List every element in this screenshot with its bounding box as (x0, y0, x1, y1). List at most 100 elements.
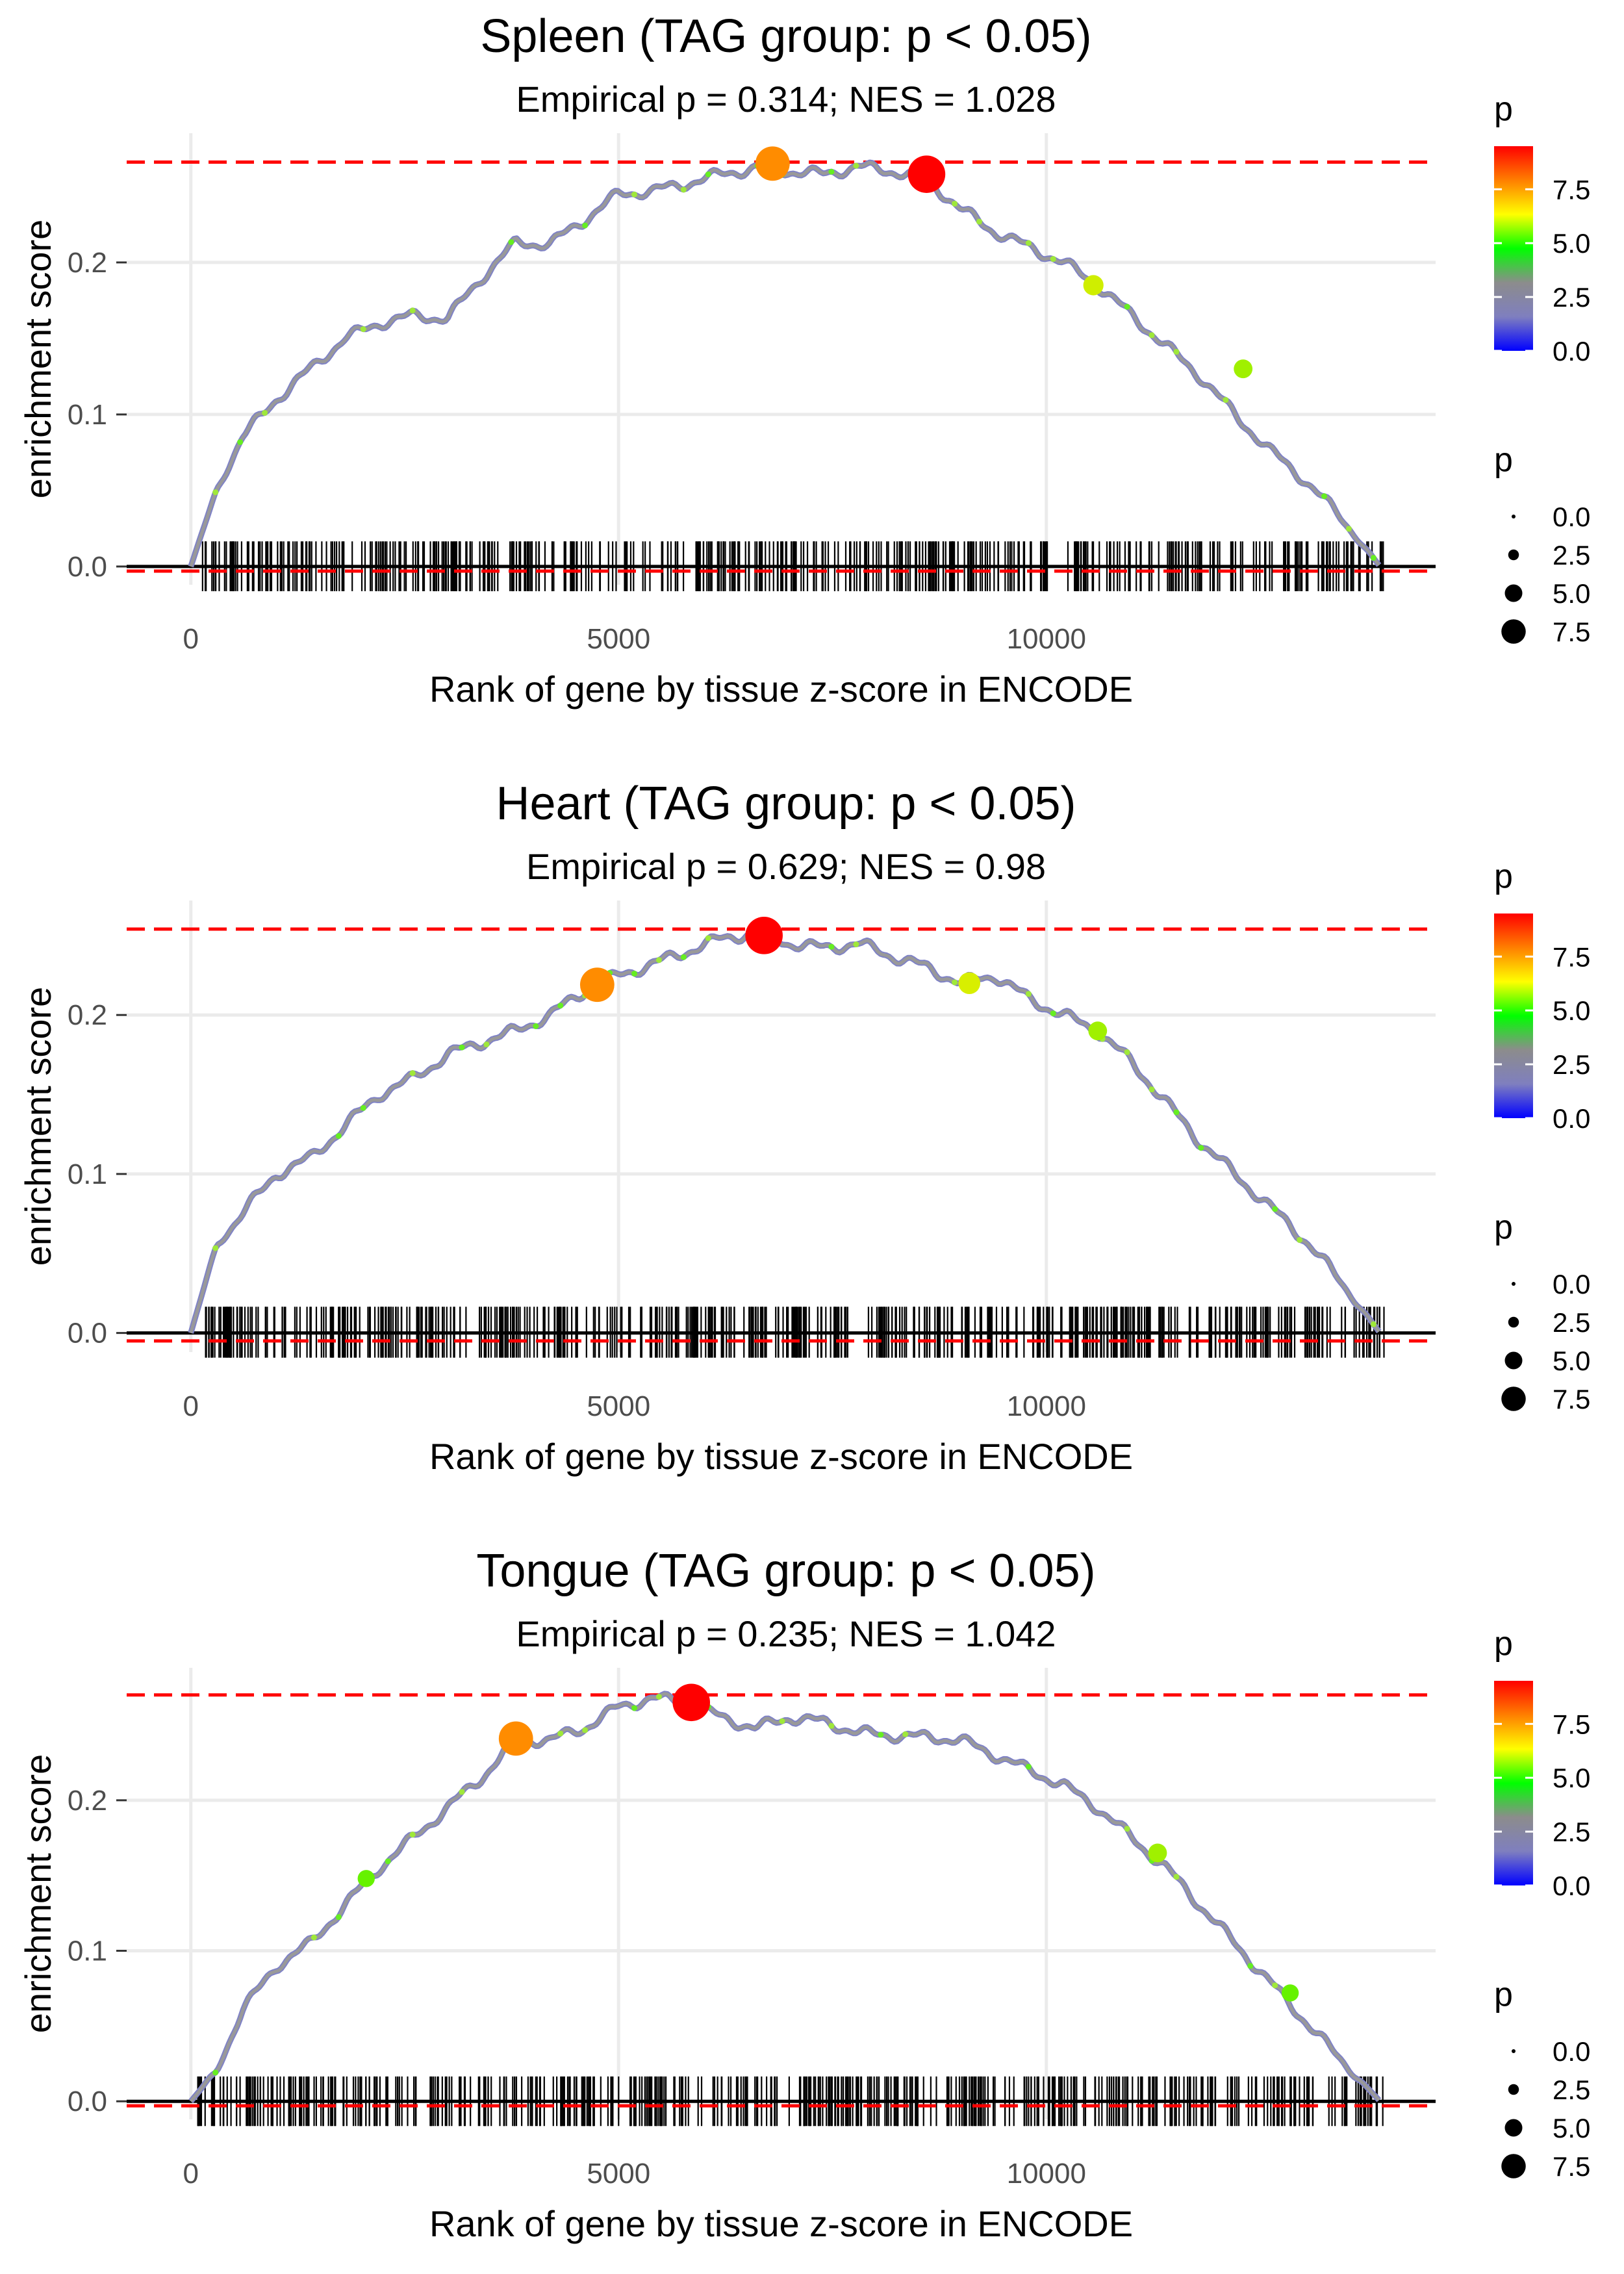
es-point-low-p (952, 200, 958, 207)
es-point-low-p (360, 1105, 366, 1111)
y-tick-label: 0.0 (68, 551, 107, 583)
x-axis-label: Rank of gene by tissue z-score in ENCODE (429, 2203, 1133, 2244)
es-point-low-p (385, 1858, 391, 1865)
size-legend-label: 7.5 (1553, 617, 1590, 647)
es-point-low-p (237, 439, 244, 445)
size-legend-title: p (1494, 1208, 1513, 1246)
es-point-low-p (655, 1694, 662, 1700)
x-tick-label: 10000 (1007, 2158, 1086, 2190)
color-legend-label: 7.5 (1553, 174, 1590, 205)
size-legend-dot (1504, 584, 1523, 602)
es-point-low-p (459, 1044, 465, 1051)
x-tick-label: 5000 (587, 623, 650, 655)
chart-subtitle: Empirical p = 0.314; NES = 1.028 (516, 79, 1056, 120)
es-point-low-p (828, 1722, 835, 1729)
color-legend-title: p (1494, 858, 1513, 895)
y-tick-label: 0.2 (68, 999, 107, 1031)
chart-title: Spleen (TAG group: p < 0.05) (480, 10, 1091, 62)
es-curve-outline (188, 1691, 1382, 2104)
size-legend-label: 7.5 (1553, 2151, 1590, 2182)
chart-panel-2: Heart (TAG group: p < 0.05) Empirical p =… (18, 778, 1590, 1477)
chart-title: Heart (TAG group: p < 0.05) (496, 778, 1076, 830)
es-point-low-p (631, 1705, 638, 1711)
y-tick-label: 0.0 (68, 1318, 107, 1349)
es-point-low-p (1173, 348, 1180, 355)
es-point-low-p (631, 191, 638, 198)
color-legend-label: 7.5 (1553, 1709, 1590, 1739)
es-point-low-p (1247, 1963, 1254, 1969)
size-legend-dot (1504, 2119, 1523, 2137)
size-legend-dot (1512, 1282, 1516, 1286)
es-point-low-p (1370, 555, 1377, 561)
es-point-low-p (557, 1003, 564, 1009)
es-curve-outline (188, 159, 1382, 568)
es-curve-outline (188, 927, 1382, 1334)
chart-panel-1: Spleen (TAG group: p < 0.05) Empirical p … (18, 10, 1590, 709)
es-point-significant (1083, 275, 1104, 296)
color-legend-bar (1494, 913, 1533, 1118)
es-point-low-p (680, 186, 687, 193)
color-legend-label: 0.0 (1553, 336, 1590, 366)
es-point-low-p (409, 1832, 416, 1838)
size-legend-label: 2.5 (1553, 540, 1590, 570)
es-point-low-p (1050, 1010, 1056, 1017)
y-tick-label: 0.1 (68, 1158, 107, 1190)
es-point-significant (498, 1721, 533, 1756)
x-axis-label: Rank of gene by tissue z-score in ENCODE (429, 1436, 1133, 1477)
y-axis-label: enrichment score (18, 1754, 58, 2034)
size-legend-dot (1508, 2084, 1519, 2095)
x-tick-label: 5000 (587, 1390, 650, 1422)
size-legend-label: 5.0 (1553, 2113, 1590, 2143)
es-point-low-p (779, 1718, 785, 1724)
es-point-low-p (1124, 1049, 1130, 1055)
es-point-low-p (311, 1934, 317, 1941)
size-legend-label: 7.5 (1553, 1384, 1590, 1414)
es-curve (189, 928, 1380, 1334)
chart-subtitle: Empirical p = 0.629; NES = 0.98 (526, 846, 1046, 887)
size-legend-title: p (1494, 441, 1513, 479)
color-legend-label: 7.5 (1553, 941, 1590, 972)
size-legend-label: 5.0 (1553, 1346, 1590, 1376)
es-point-low-p (1124, 303, 1130, 310)
es-point-low-p (1198, 1145, 1204, 1151)
es-point-low-p (335, 1132, 342, 1139)
y-axis-label: enrichment score (18, 220, 58, 499)
es-curve (189, 1692, 1380, 2102)
es-point-low-p (655, 957, 662, 964)
es-point-low-p (582, 1727, 589, 1733)
color-legend-label: 5.0 (1553, 228, 1590, 259)
size-legend-title: p (1494, 1976, 1513, 2013)
es-point-low-p (409, 307, 416, 314)
size-legend-label: 2.5 (1553, 2075, 1590, 2105)
x-tick-label: 0 (183, 1390, 199, 1422)
size-legend-dot (1501, 2154, 1526, 2178)
es-point-low-p (853, 941, 859, 947)
es-point-low-p (902, 1731, 909, 1737)
es-point-low-p (1272, 1982, 1278, 1989)
es-point-low-p (680, 954, 687, 960)
y-tick-label: 0.2 (68, 1785, 107, 1817)
chart-panel-3: Tongue (TAG group: p < 0.05) Empirical p … (18, 1545, 1590, 2244)
y-tick-label: 0.1 (68, 399, 107, 431)
es-point-low-p (631, 971, 638, 977)
color-legend-label: 0.0 (1553, 1871, 1590, 1901)
size-legend-label: 0.0 (1553, 502, 1590, 532)
color-legend-label: 5.0 (1553, 995, 1590, 1026)
x-tick-label: 10000 (1007, 1390, 1086, 1422)
y-tick-label: 0.1 (68, 1935, 107, 1967)
color-legend-label: 2.5 (1553, 282, 1590, 313)
color-legend-title: p (1494, 1625, 1513, 1663)
x-tick-label: 5000 (587, 2158, 650, 2190)
es-point-low-p (828, 168, 835, 175)
es-point-low-p (976, 218, 983, 225)
es-point-low-p (1173, 1109, 1180, 1116)
es-point-significant (755, 146, 790, 181)
es-point-significant (907, 155, 946, 193)
es-point-low-p (705, 171, 711, 177)
es-point-low-p (1025, 1763, 1032, 1770)
chart-subtitle: Empirical p = 0.235; NES = 1.042 (516, 1613, 1056, 1654)
es-point-low-p (1025, 991, 1032, 997)
x-tick-label: 10000 (1007, 623, 1086, 655)
es-point-low-p (262, 409, 268, 416)
